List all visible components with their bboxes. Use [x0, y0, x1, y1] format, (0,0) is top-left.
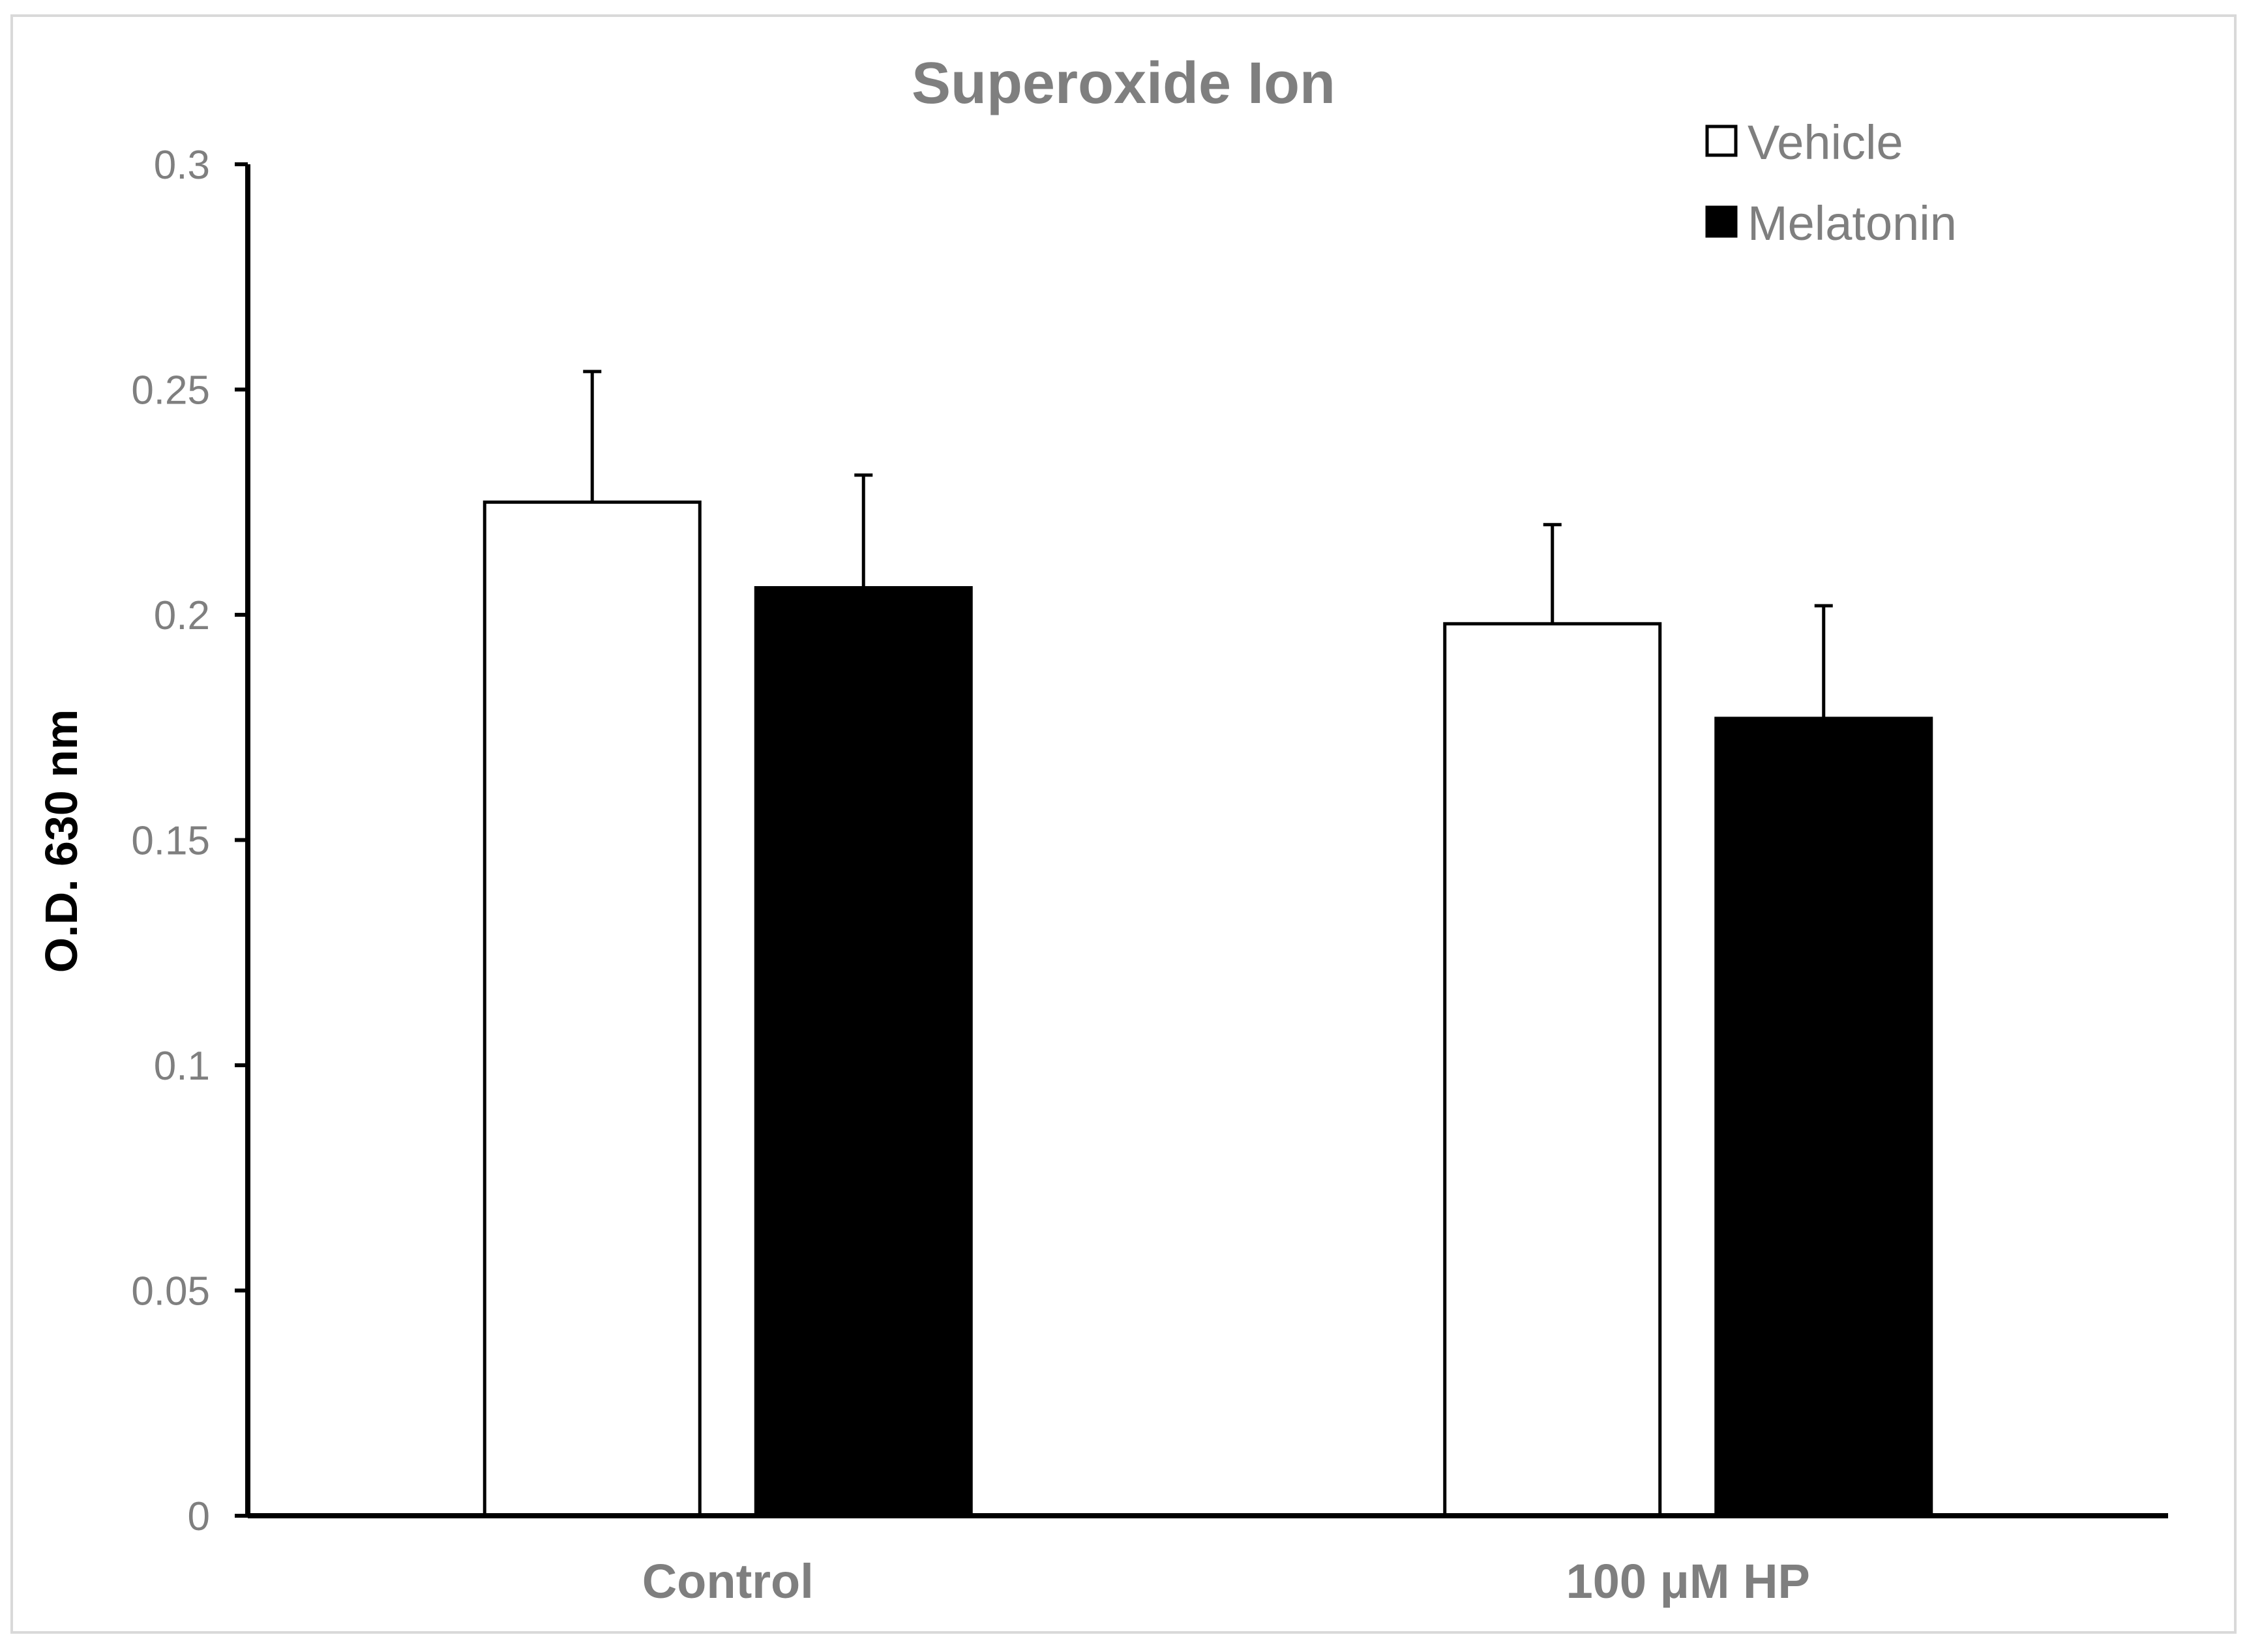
bar-vehicle-1 [483, 500, 702, 1518]
legend: Vehicle Melatonin [1705, 115, 1957, 250]
y-tick-label: 0.25 [131, 368, 210, 413]
plot-area: 0 0.05 0.1 0.15 0.2 0.25 0.3 Control 100 μM HP [131, 143, 2168, 1608]
bar-vehicle-2 [1443, 622, 1662, 1518]
legend-label-melatonin: Melatonin [1748, 196, 1957, 250]
legend-swatch-vehicle [1705, 125, 1738, 157]
y-tick-label: 0.2 [154, 593, 210, 638]
legend-swatch-melatonin [1705, 205, 1738, 238]
bar-melatonin-2 [1714, 716, 1933, 1518]
legend-label-vehicle: Vehicle [1748, 115, 1903, 170]
chart-title: Superoxide Ion [912, 51, 1335, 116]
y-tick-label: 0.05 [131, 1269, 210, 1314]
y-tick-label: 0.3 [154, 143, 210, 188]
y-tick-label: 0.15 [131, 819, 210, 864]
x-category-label: Control [642, 1554, 814, 1608]
bar-melatonin-1 [754, 586, 973, 1518]
y-tick-label: 0 [188, 1494, 210, 1539]
y-axis-label: O.D. 630 nm [36, 709, 87, 973]
y-tick-label: 0.1 [154, 1044, 210, 1089]
x-category-label: 100 μM HP [1566, 1554, 1810, 1608]
